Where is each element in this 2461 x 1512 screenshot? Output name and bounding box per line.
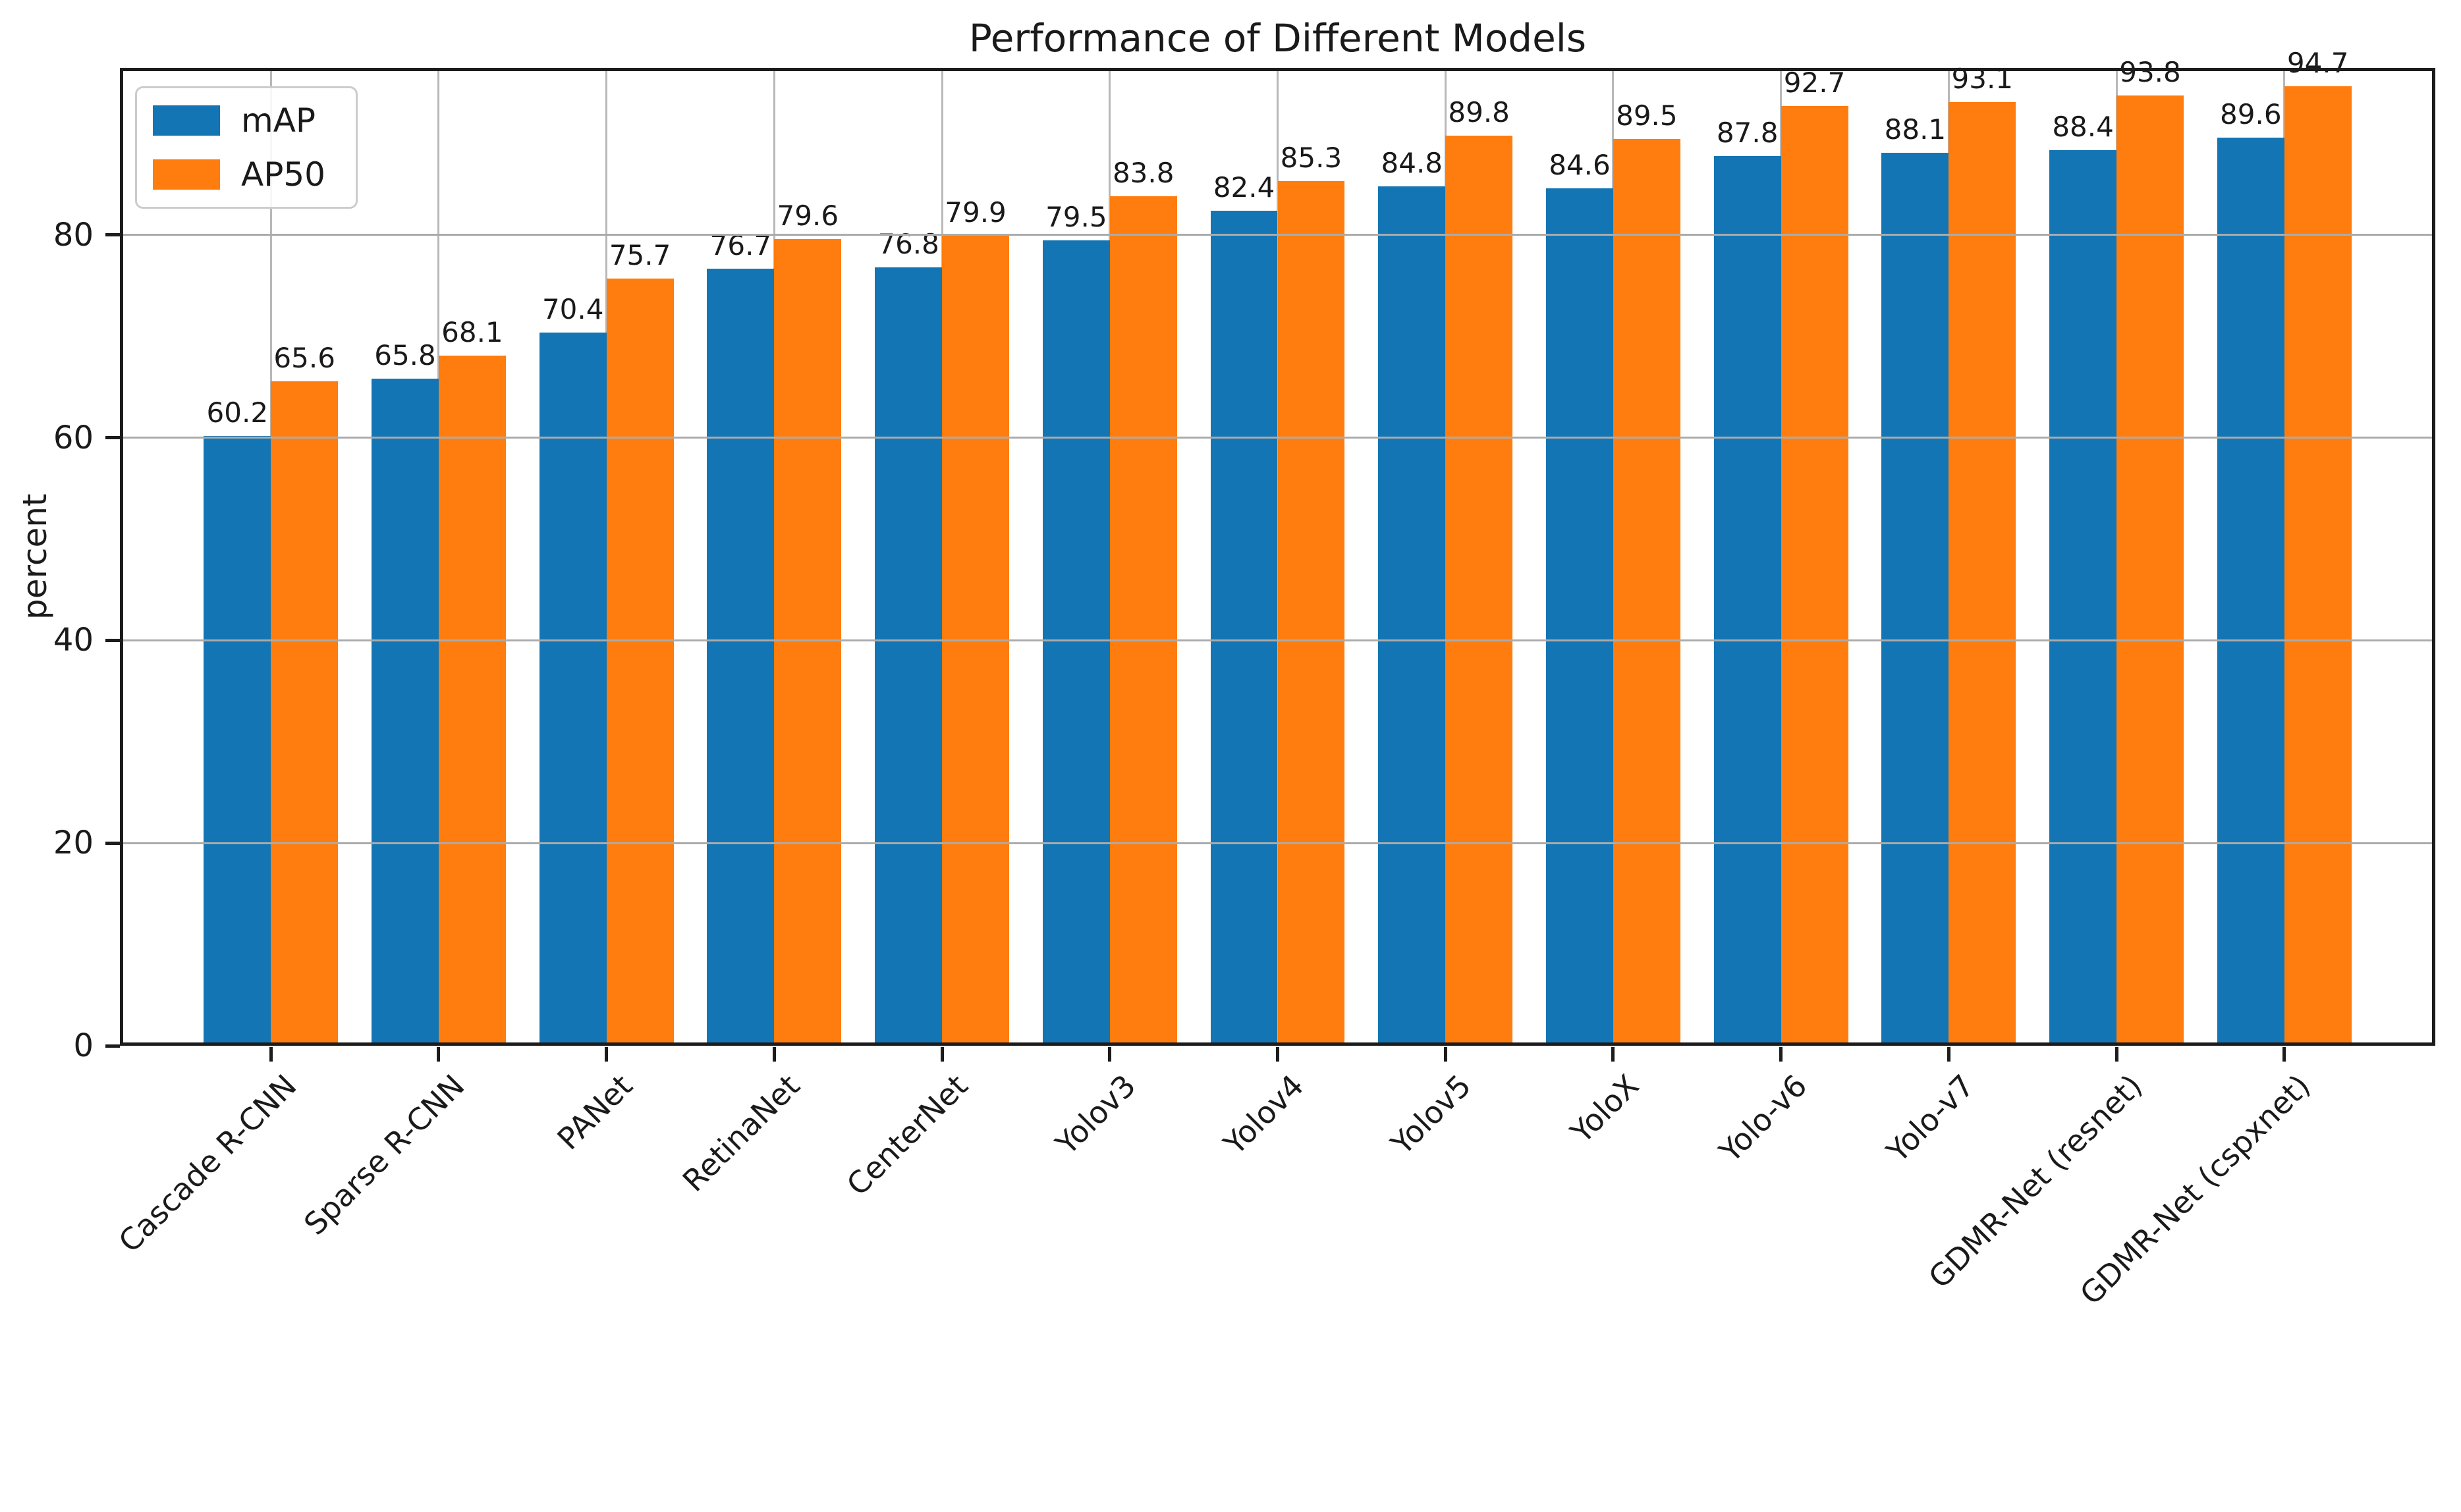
bar-mAP <box>372 379 439 1044</box>
bar-AP50 <box>606 279 674 1044</box>
bar-value-label: 65.6 <box>273 341 335 374</box>
bar-value-label: 84.6 <box>1549 149 1611 182</box>
bar-value-label: 65.8 <box>374 339 436 372</box>
bar-mAP <box>204 435 271 1044</box>
legend-label-map: mAP <box>241 101 316 140</box>
bar-AP50 <box>1949 102 2016 1044</box>
bar-value-label: 85.3 <box>1280 142 1342 175</box>
legend-swatch-map <box>153 105 220 136</box>
y-tick <box>105 841 120 845</box>
x-tick <box>1947 1047 1950 1062</box>
bar-mAP <box>1713 155 1781 1044</box>
y-tick <box>105 638 120 642</box>
bar-AP50 <box>2284 86 2352 1044</box>
legend: mAP AP50 <box>135 86 358 209</box>
bar-value-label: 93.8 <box>2119 55 2181 88</box>
x-tick <box>2115 1047 2118 1062</box>
bar-AP50 <box>1781 106 1848 1044</box>
y-tick-label: 60 <box>53 419 94 456</box>
gridline-y <box>123 639 2432 641</box>
x-tick <box>1611 1047 1615 1062</box>
x-tick <box>269 1047 273 1062</box>
bar-value-label: 88.1 <box>1884 113 1947 146</box>
bar-value-label: 82.4 <box>1213 171 1275 203</box>
legend-item-ap50: AP50 <box>153 157 325 192</box>
bar-value-label: 84.8 <box>1381 147 1443 180</box>
bar-value-label: 89.6 <box>2220 98 2282 131</box>
legend-swatch-ap50 <box>153 159 220 190</box>
x-tick <box>772 1047 776 1062</box>
bar-value-label: 79.6 <box>777 200 839 232</box>
bar-value-label: 92.7 <box>1783 67 1846 99</box>
y-tick-label: 80 <box>53 216 94 254</box>
y-axis-title: percent <box>16 493 54 620</box>
bar-mAP <box>1210 210 1278 1044</box>
x-tick <box>437 1047 441 1062</box>
bar-value-label: 68.1 <box>441 316 503 349</box>
x-tick <box>2282 1047 2286 1062</box>
plot-border <box>120 68 2435 1046</box>
bar-mAP <box>1042 240 1110 1044</box>
x-tick <box>1276 1047 1279 1062</box>
bar-value-label: 88.4 <box>2052 110 2114 143</box>
y-tick-label: 20 <box>53 824 94 862</box>
bar-AP50 <box>438 356 506 1044</box>
x-tick <box>940 1047 944 1062</box>
bar-mAP <box>2049 149 2117 1044</box>
gridline-y <box>123 234 2432 236</box>
bar-value-label: 79.9 <box>945 196 1007 229</box>
bar-mAP <box>707 268 775 1044</box>
bar-AP50 <box>774 239 842 1044</box>
x-tick <box>1779 1047 1783 1062</box>
y-tick-label: 0 <box>73 1027 94 1064</box>
legend-label-ap50: AP50 <box>241 155 325 194</box>
legend-item-map: mAP <box>153 103 325 138</box>
bar-value-label: 70.4 <box>541 292 604 325</box>
bar-value-label: 89.5 <box>1616 99 1678 132</box>
y-tick <box>105 233 120 237</box>
bar-mAP <box>2217 138 2284 1044</box>
y-tick-label: 40 <box>53 622 94 659</box>
bar-AP50 <box>2116 95 2184 1044</box>
bar-mAP <box>1546 188 1613 1044</box>
bar-AP50 <box>1445 136 1513 1044</box>
x-tick <box>1443 1047 1447 1062</box>
bar-AP50 <box>1613 138 1680 1044</box>
y-tick <box>105 436 120 440</box>
y-tick <box>105 1044 120 1048</box>
bar-chart: Performance of Different Models percent … <box>16 16 2435 1312</box>
bar-mAP <box>875 267 943 1044</box>
bar-mAP <box>1881 153 1949 1044</box>
bar-AP50 <box>271 381 339 1044</box>
bar-mAP <box>539 332 607 1044</box>
bar-mAP <box>1378 186 1446 1044</box>
bar-value-label: 75.7 <box>609 239 671 272</box>
x-tick <box>1108 1047 1112 1062</box>
bar-value-label: 87.8 <box>1716 116 1779 149</box>
x-tick <box>605 1047 609 1062</box>
bar-value-label: 76.8 <box>877 228 939 261</box>
bar-value-label: 83.8 <box>1112 157 1175 190</box>
bar-value-label: 60.2 <box>206 396 269 429</box>
gridline-y <box>123 437 2432 439</box>
bar-AP50 <box>1109 196 1177 1044</box>
bar-value-label: 94.7 <box>2286 46 2349 79</box>
gridline-y <box>123 842 2432 844</box>
bar-value-label: 79.5 <box>1045 200 1107 233</box>
chart-title: Performance of Different Models <box>968 16 1587 61</box>
bar-AP50 <box>1277 181 1345 1044</box>
bar-value-label: 89.8 <box>1448 96 1510 129</box>
